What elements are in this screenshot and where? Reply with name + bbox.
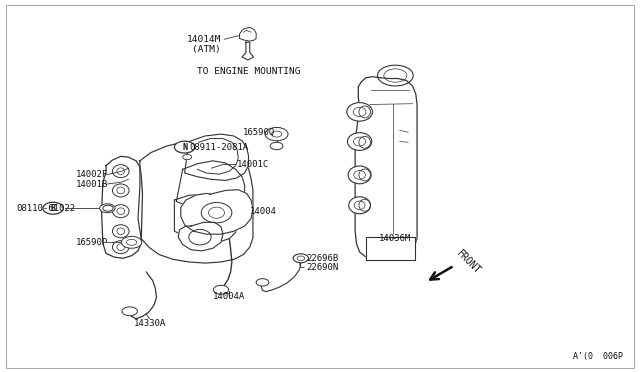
Circle shape [122,307,138,316]
Text: 14004A: 14004A [213,292,246,301]
Text: 16590P: 16590P [76,238,108,247]
Ellipse shape [349,197,371,214]
Circle shape [256,279,269,286]
Text: 14002F: 14002F [76,170,108,179]
Ellipse shape [113,241,129,254]
Circle shape [43,202,63,214]
Polygon shape [174,194,237,242]
Ellipse shape [113,184,129,197]
Circle shape [174,141,195,153]
Ellipse shape [347,103,372,121]
Circle shape [103,205,113,211]
Polygon shape [180,190,253,234]
Text: FRONT: FRONT [454,248,482,276]
Circle shape [100,204,115,213]
Polygon shape [176,161,244,211]
Text: A'(0  006P: A'(0 006P [573,352,623,361]
Text: B: B [51,204,56,213]
Ellipse shape [113,165,129,178]
Circle shape [122,236,142,248]
Polygon shape [239,28,256,41]
Text: 14001B: 14001B [76,180,108,189]
Circle shape [378,65,413,86]
Text: 08911-2081A: 08911-2081A [189,143,248,152]
Ellipse shape [348,133,372,150]
Ellipse shape [348,166,371,184]
Text: 22696B: 22696B [306,254,338,263]
Polygon shape [242,42,253,60]
Text: 08110-61022: 08110-61022 [17,204,76,213]
Text: 14004: 14004 [250,207,276,216]
Polygon shape [138,141,253,263]
Text: TO ENGINE MOUNTING: TO ENGINE MOUNTING [196,67,300,76]
Text: 16590Q: 16590Q [243,128,275,137]
Circle shape [270,142,283,150]
Circle shape [265,128,288,141]
Circle shape [213,285,228,294]
Text: 14330A: 14330A [133,319,166,328]
Polygon shape [355,77,417,260]
Text: 14014M: 14014M [186,35,221,44]
Text: 14001C: 14001C [237,160,269,169]
Polygon shape [178,222,223,251]
Text: (ATM): (ATM) [192,45,221,54]
Ellipse shape [113,205,129,218]
Text: 14036M: 14036M [380,234,412,243]
Text: N: N [182,142,187,151]
Polygon shape [102,156,143,258]
Polygon shape [366,237,415,260]
Text: 22690N: 22690N [306,263,338,272]
Polygon shape [184,134,248,180]
Ellipse shape [113,225,129,238]
Circle shape [182,154,191,160]
Circle shape [293,254,308,263]
